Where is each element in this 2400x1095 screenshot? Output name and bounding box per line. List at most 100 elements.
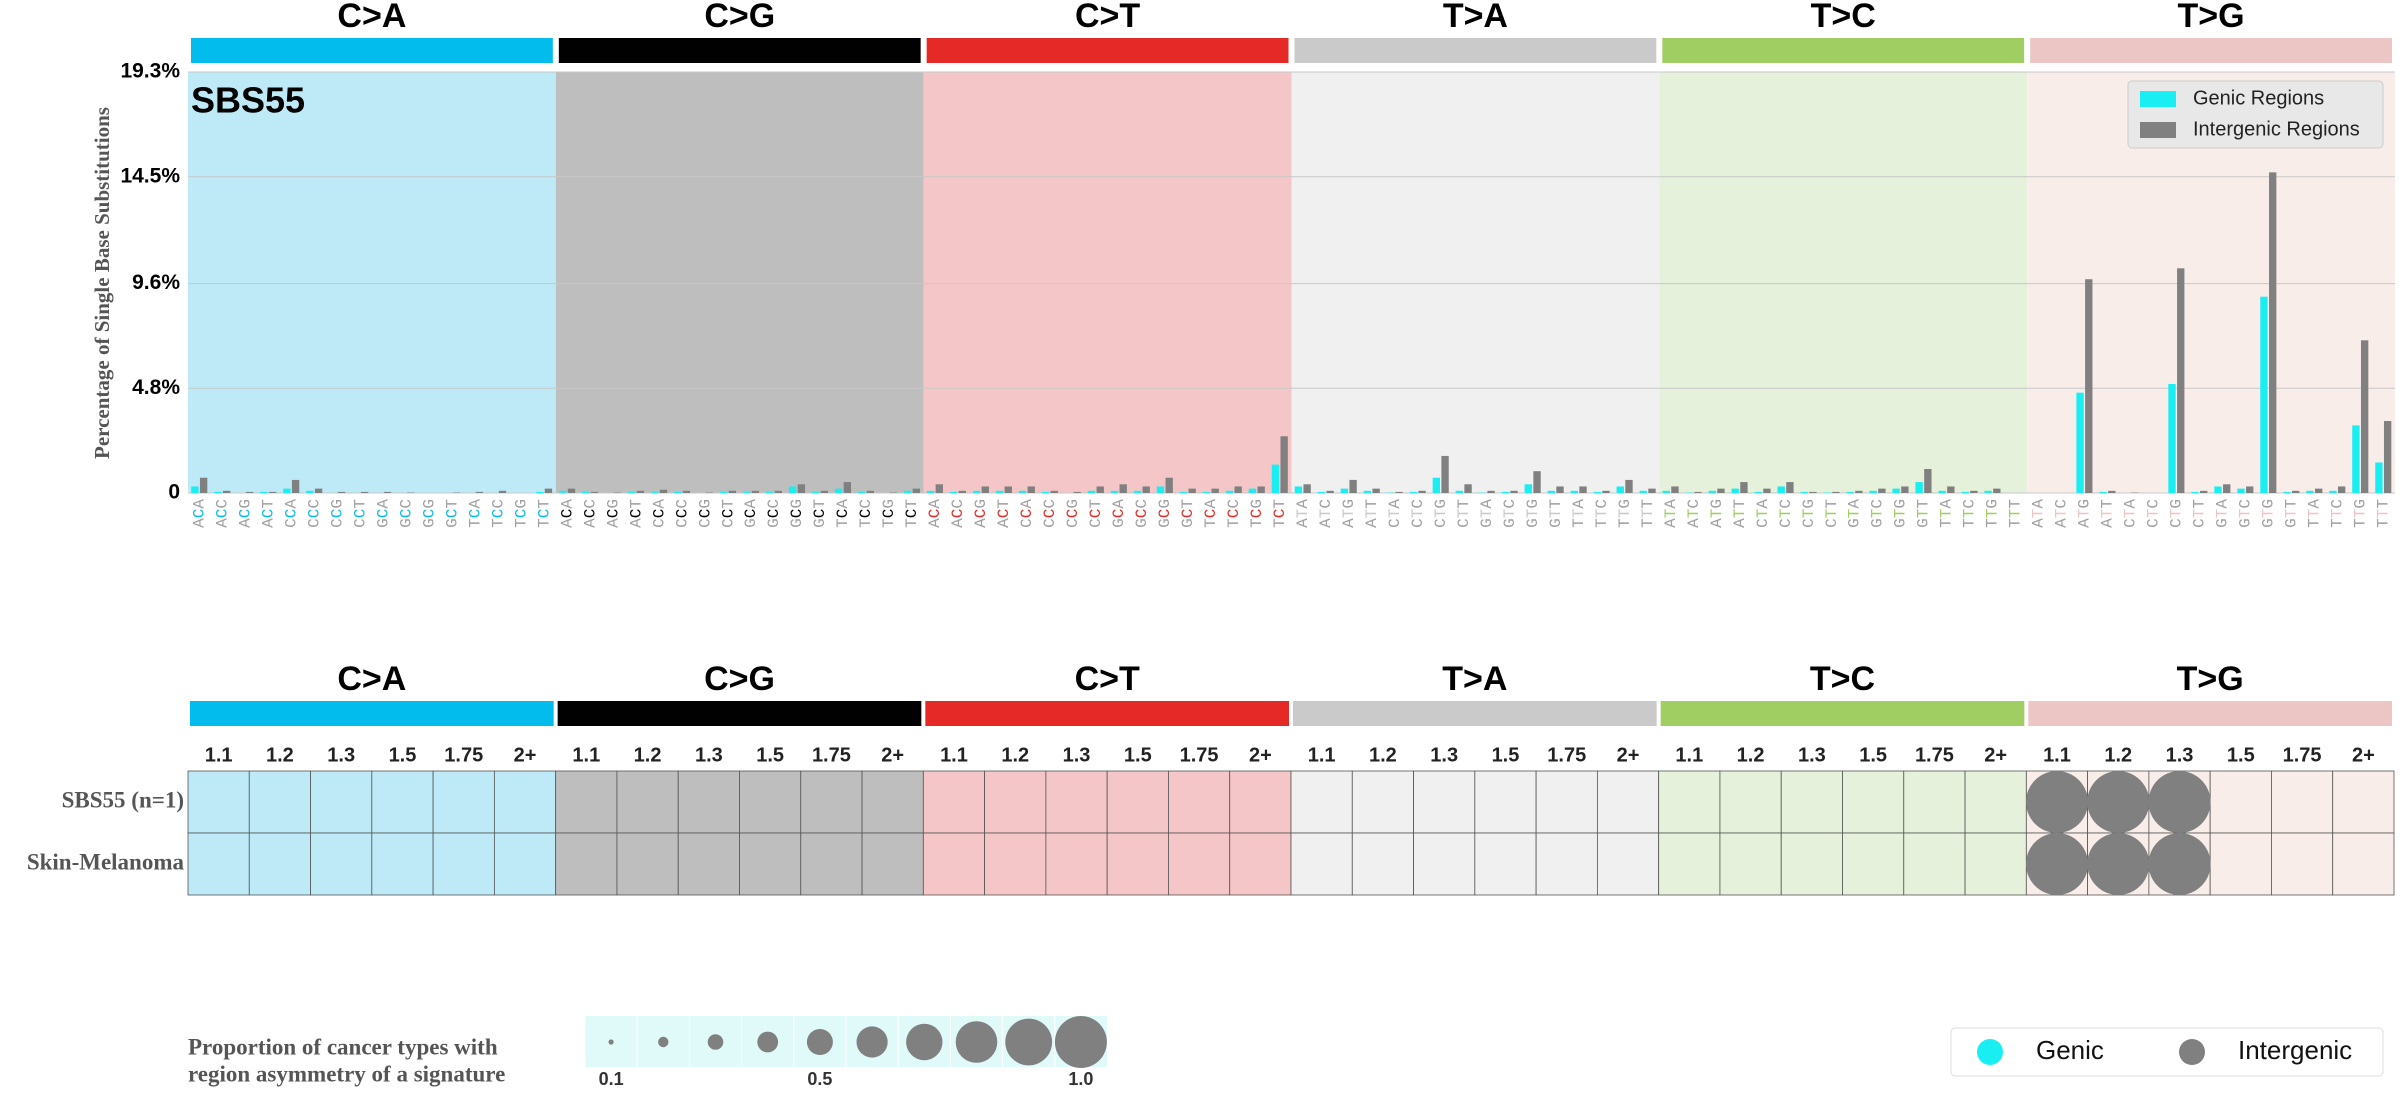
cell [1596,832,1660,896]
cell [1474,770,1537,834]
cell [739,832,802,896]
column-label: 1.75 [1180,744,1219,766]
x-tick-label: GCA [742,499,760,528]
column-label: 1.2 [1737,744,1765,766]
bar [2223,484,2231,493]
x-tick-label: GCC [1133,499,1151,528]
bar [1961,491,1969,493]
x-tick-label: CTA [1754,499,1772,528]
size-legend-tick: 0.1 [599,1069,624,1089]
x-tick-label: TCC [857,499,875,528]
bar [1202,491,1211,493]
bar [1938,490,1946,493]
bar [1510,490,1518,493]
cell [800,832,863,896]
bar [1271,464,1280,493]
x-tick-label: CCT [352,499,370,528]
cell [2271,832,2334,896]
y-tick-label: 4.8% [132,376,180,399]
group-label: T>A [1443,0,1508,35]
bar [498,490,507,493]
bar [1234,486,1242,493]
marker-legend-box [1950,1027,2384,1077]
cell [1658,770,1721,834]
bar [536,491,544,493]
column-label: 1.3 [327,744,355,766]
group-background [923,72,1292,493]
x-tick-label: ACA [559,499,577,528]
bar [214,491,222,493]
x-tick-label: ACG [237,499,255,528]
cell [1719,832,1782,896]
cell [187,770,250,834]
x-tick-label: GTG [2260,499,2278,528]
bar [1915,482,1923,493]
x-tick-label: CTC [1777,499,1795,528]
bar [2329,490,2337,493]
bar [1570,490,1578,493]
column-label: 1.2 [1369,744,1397,766]
bar [260,491,268,493]
bar [926,490,935,493]
group-label: C>A [337,660,406,698]
cell [2209,770,2272,834]
bar [1087,490,1096,493]
bar [1133,490,1142,493]
bar [1662,490,1670,493]
bar [1855,490,1863,493]
cell [677,770,740,834]
group-strip [1293,701,1657,726]
bar [1892,488,1900,493]
cell [1535,832,1598,896]
group-background [1291,72,1660,493]
bar [1349,479,1357,493]
bar [995,490,1004,493]
size-legend-title: Proportion of cancer types with [188,1034,498,1059]
size-legend-tick: 1.0 [1068,1069,1093,1089]
cell [616,832,679,896]
x-tick-label: CTC [2145,499,2163,528]
column-label: 1.2 [2104,744,2132,766]
column-label: 1.75 [2283,744,2322,766]
size-legend-circle [856,1026,888,1058]
x-tick-label: GCA [1110,499,1128,528]
bar [1248,488,1257,493]
size-legend-circle [906,1023,943,1061]
x-tick-label: TTC [1961,499,1979,528]
cell [1106,832,1169,896]
column-label: 1.1 [572,744,600,766]
x-tick-label: TTG [2352,499,2370,528]
group-strip [557,701,922,726]
group-label: T>A [1442,660,1507,698]
bar [628,491,636,493]
bar [283,488,291,493]
legend-swatch [2140,91,2176,107]
legend-box [2127,80,2384,149]
bar [834,488,843,493]
cell [1596,770,1660,834]
bar [1119,484,1127,493]
x-tick-label: CTT [1455,499,1473,528]
bar [1602,490,1610,493]
bar [2237,488,2245,493]
bar [1018,490,1027,493]
x-tick-label: TTG [1616,499,1634,528]
bar [2375,462,2383,493]
marker-legend-dot [1977,1039,2003,1065]
bar [682,490,691,493]
bar [1901,486,1909,493]
row-label: Skin-Melanoma [27,849,185,874]
size-legend-circle [707,1034,724,1050]
bar [1165,477,1173,493]
x-tick-label: ATA [1662,499,1680,528]
bar [1441,455,1449,493]
bar [1280,436,1288,493]
cell [1290,832,1353,896]
cell [922,832,986,896]
group-label: T>C [1810,660,1875,698]
column-label: 1.5 [1124,744,1152,766]
x-tick-label: TCA [1202,499,1220,528]
bar [1708,490,1716,493]
bar [1993,488,2001,493]
bar [2337,486,2346,493]
